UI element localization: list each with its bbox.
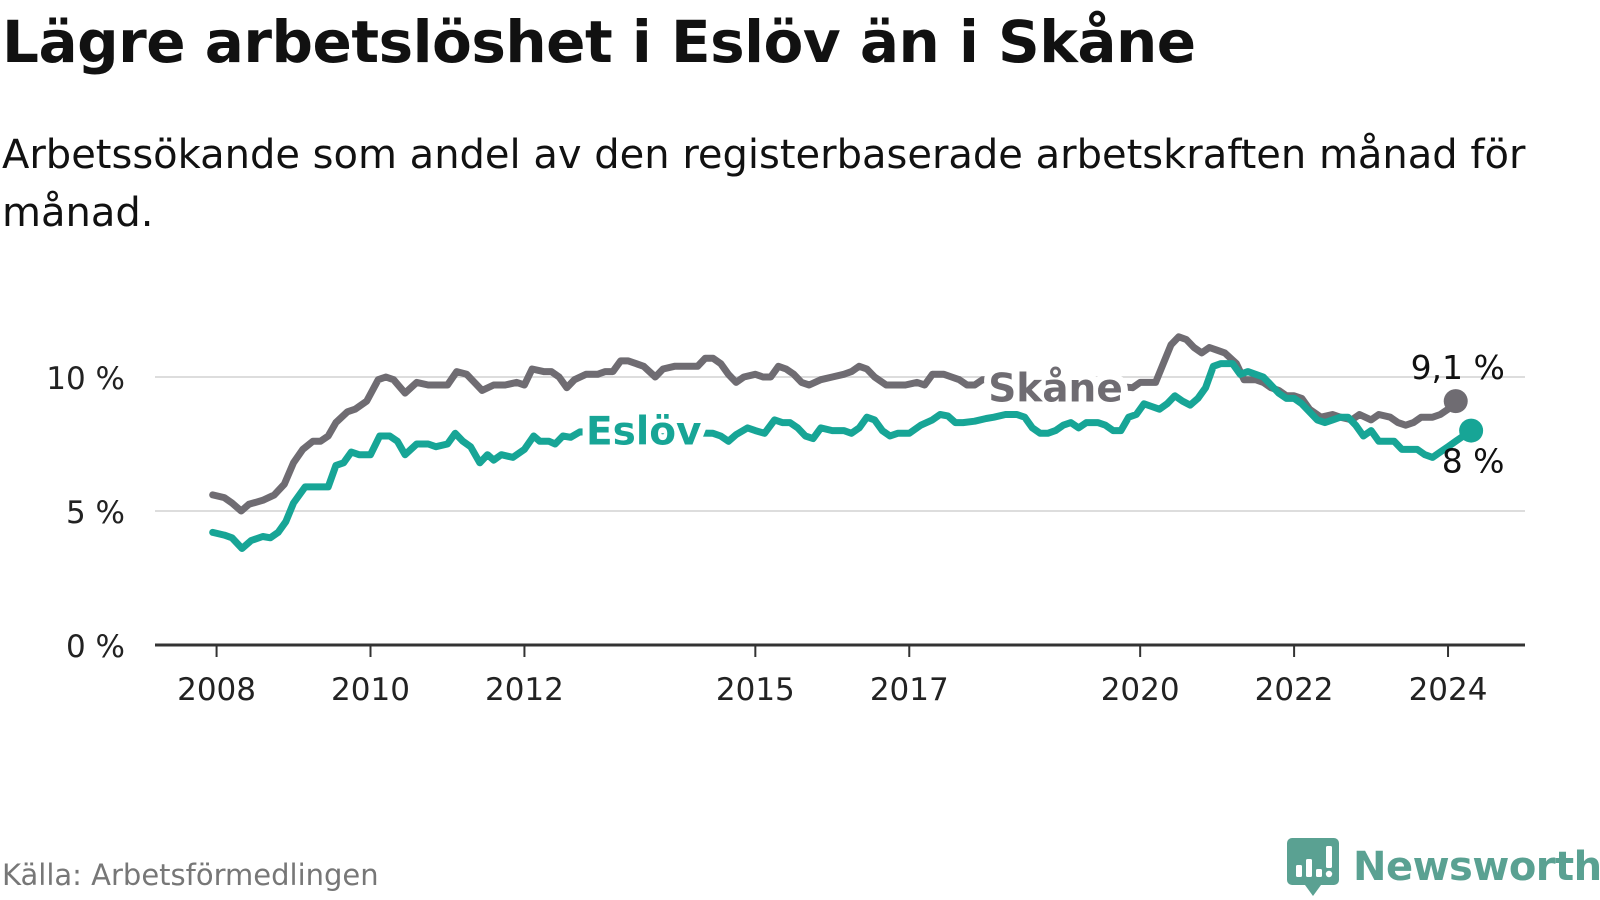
page-subtitle: Arbetssökande som andel av den registerb… <box>2 132 1526 236</box>
brand-logo: Newsworthy <box>1287 838 1600 896</box>
series-line-esl-v <box>209 360 1475 552</box>
x-tick-label: 2010 <box>331 672 410 708</box>
end-marker-sk-ne <box>1443 389 1468 414</box>
series-name-label-sk-ne: Skåne <box>988 367 1123 412</box>
series-lines <box>209 333 1484 552</box>
grid-lines <box>155 376 1525 512</box>
series-labels: 9,1 % 8 % Skåne Eslöv <box>579 348 1505 481</box>
series-name-label-esl-v: Eslöv <box>586 410 701 455</box>
end-marker-esl-v <box>1459 418 1484 443</box>
y-tick-label: 0 % <box>66 629 125 665</box>
x-tick-label: 2020 <box>1101 672 1180 708</box>
newsworthy-logo-icon <box>1287 838 1339 896</box>
x-tick-label: 2008 <box>177 672 256 708</box>
x-tick-label: 2017 <box>870 672 949 708</box>
brand-name: Newsworthy <box>1353 844 1600 890</box>
x-tick-label: 2012 <box>485 672 564 708</box>
end-value-label-esl-v: 8 % <box>1442 442 1505 481</box>
page-title: Lägre arbetslöshet i Eslöv än i Skåne <box>2 8 1196 76</box>
x-tick-label: 2022 <box>1255 672 1334 708</box>
series-line-sk-ne <box>209 333 1460 515</box>
y-tick-label: 10 % <box>46 361 125 397</box>
line-chart: 9,1 % 8 % Skåne Eslöv 0 % 5 % 10 % 2008 2010 201… <box>46 333 1525 708</box>
x-tick-label: 2024 <box>1409 672 1488 708</box>
end-value-label-sk-ne: 9,1 % <box>1411 348 1505 387</box>
x-tick-label: 2015 <box>716 672 795 708</box>
y-tick-label: 5 % <box>66 495 125 531</box>
axes: 0 % 5 % 10 % 2008 2010 2012 2015 2017 2020 2022 20… <box>46 361 1525 708</box>
source-note: Källa: Arbetsförmedlingen <box>2 858 379 892</box>
